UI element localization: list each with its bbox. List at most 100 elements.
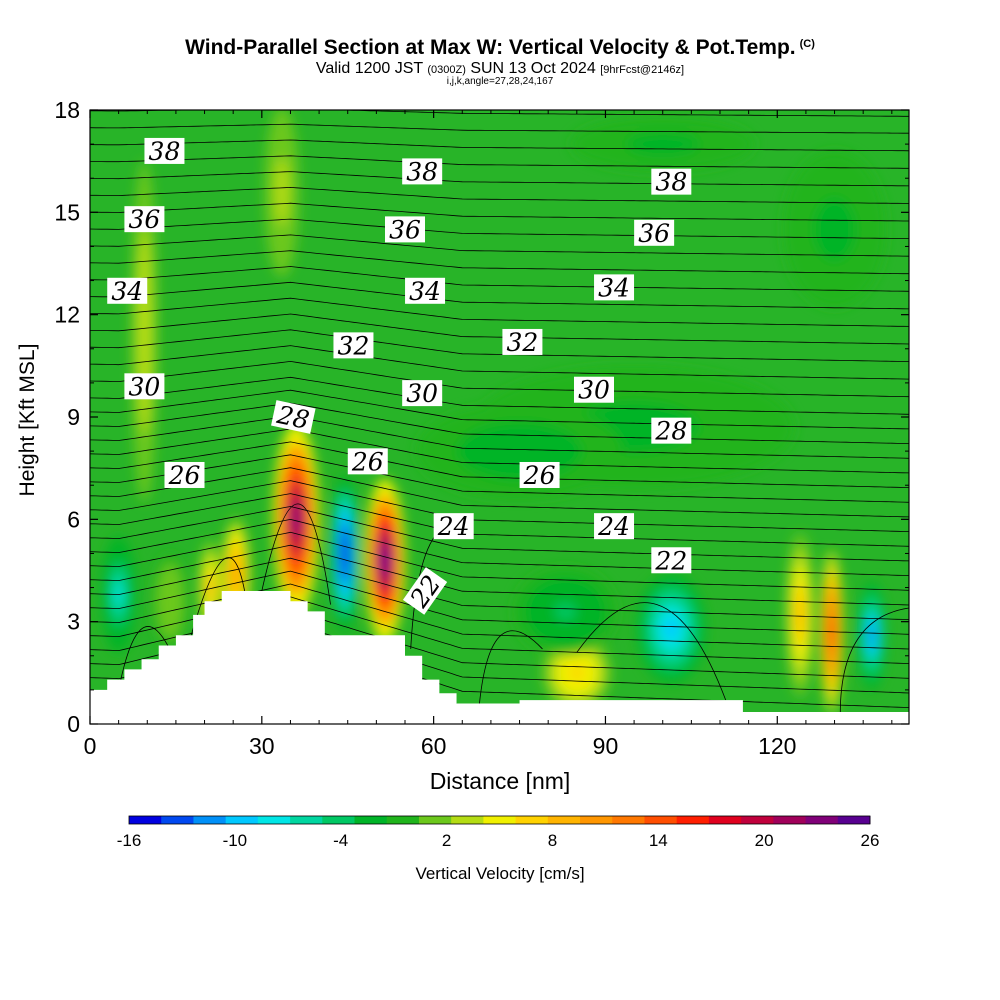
w-cell-2	[380, 543, 389, 577]
contour-label-text: 26	[351, 447, 384, 476]
contour-label-text: 34	[111, 277, 143, 306]
w-cell-0	[291, 500, 301, 539]
x-tick-label: 30	[249, 733, 275, 759]
colorbar-swatch	[515, 816, 549, 824]
contour-label-text: 30	[129, 372, 161, 401]
contour-label-30: 30	[402, 379, 443, 408]
w-cell-12	[797, 598, 804, 632]
theta-contour-35	[90, 202, 909, 222]
contour-label-26: 26	[347, 447, 388, 476]
contour-label-bg	[594, 274, 635, 301]
colorbar-swatch	[193, 816, 227, 824]
contour-label-bg	[402, 380, 443, 407]
contour-label-bg	[634, 219, 675, 246]
theta-contour-44	[90, 60, 909, 65]
y-tick-label: 18	[54, 97, 80, 123]
colorbar-swatch	[644, 816, 678, 824]
contour-label-36: 36	[634, 219, 675, 248]
terrain-mask	[90, 590, 909, 724]
theta-contour-10	[90, 557, 909, 620]
colorbar-swatch	[676, 816, 710, 824]
colorbar-swatch	[708, 816, 742, 824]
colorbar-swatch	[322, 816, 356, 824]
contour-label-text: 28	[654, 417, 687, 446]
colorbar-swatch	[129, 816, 162, 824]
colorbar-swatch	[290, 816, 323, 824]
contour-label-26: 26	[519, 461, 560, 490]
colorbar-swatch	[451, 816, 484, 824]
x-tick-label: 90	[593, 733, 619, 759]
x-tick-label: 120	[758, 733, 796, 759]
theta-contour-11	[90, 544, 909, 606]
grid-indices-line: i,j,k,angle=27,28,24,167	[446, 76, 554, 87]
colorbar-swatch	[580, 816, 613, 824]
contour-label-text: 34	[409, 277, 441, 306]
contour-label-text: 36	[389, 215, 421, 244]
contour-label-bg	[651, 417, 692, 444]
theta-contour-27	[90, 329, 909, 362]
contour-label-bg	[164, 461, 205, 488]
colorbar-frame	[128, 815, 871, 825]
theta-contour-39	[90, 139, 909, 152]
w-cell-17	[824, 213, 845, 246]
contour-label-text: 24	[437, 512, 470, 541]
low-contour-4	[479, 630, 543, 704]
colorbar-swatch	[483, 816, 517, 824]
contour-label-text: 38	[406, 157, 438, 186]
contour-label-24: 24	[594, 512, 635, 541]
contour-label-bg	[651, 547, 692, 574]
colorbar-tick-label: -4	[333, 831, 348, 850]
w-cell-5	[166, 591, 174, 611]
theta-contour-41	[90, 110, 909, 117]
theta-contour-22	[90, 402, 909, 444]
y-tick-label: 6	[67, 506, 80, 532]
colorbar-tick-label: 8	[548, 831, 557, 850]
contour-label-24: 24	[433, 512, 474, 541]
colorbar-swatch	[805, 816, 839, 824]
colorbar-swatch	[773, 816, 807, 824]
theta-contour-18	[90, 454, 909, 503]
theta-contour-33	[90, 234, 909, 257]
contour-label-text: 26	[168, 461, 201, 490]
contour-label-text: 22	[654, 546, 687, 575]
colorbar-swatch	[386, 816, 420, 824]
contour-label-bg	[333, 332, 374, 359]
contour-label-bg	[107, 277, 148, 304]
theta-contour-37	[90, 171, 909, 187]
contour-label-26: 26	[164, 461, 205, 490]
contour-label-bg	[347, 448, 388, 475]
colorbar-tick-label: -16	[117, 831, 142, 850]
y-tick-label: 3	[67, 609, 80, 635]
colorbar-tick-label: -10	[223, 831, 248, 850]
w-cell-9	[569, 665, 584, 681]
contour-label-22: 22	[651, 546, 692, 575]
x-tick-label: 60	[421, 733, 447, 759]
contour-label-36: 36	[385, 215, 425, 244]
theta-contour-36	[90, 186, 909, 204]
contour-label-bg	[574, 376, 614, 403]
contour-label-text: 30	[406, 379, 438, 408]
theta-contour-43	[90, 77, 909, 82]
contour-label-bg	[405, 277, 446, 304]
contour-label-text: 28	[274, 400, 312, 435]
chart-title: Wind-Parallel Section at Max W: Vertical…	[185, 36, 815, 59]
contour-label-34: 34	[405, 277, 446, 306]
theta-contour-32	[90, 250, 909, 275]
contour-label-28: 28	[271, 400, 316, 435]
contour-label-bg	[124, 206, 165, 233]
theta-contour-21	[90, 415, 909, 459]
theta-contour-42	[90, 93, 909, 100]
theta-contour-13	[90, 518, 909, 576]
contour-label-bg	[385, 216, 425, 243]
colorbar-swatch	[837, 816, 871, 824]
colorbar-swatch	[612, 816, 645, 824]
contour-label-text: 24	[597, 512, 630, 541]
w-cell-18	[644, 138, 682, 150]
x-axis-label: Distance [nm]	[429, 768, 571, 794]
w-cell-15	[602, 414, 667, 440]
colorbar-swatch	[547, 816, 581, 824]
contour-label-30: 30	[124, 372, 165, 401]
theta-contour-12	[90, 531, 909, 591]
colorbar-swatch	[418, 816, 452, 824]
contour-label-38: 38	[651, 168, 692, 197]
